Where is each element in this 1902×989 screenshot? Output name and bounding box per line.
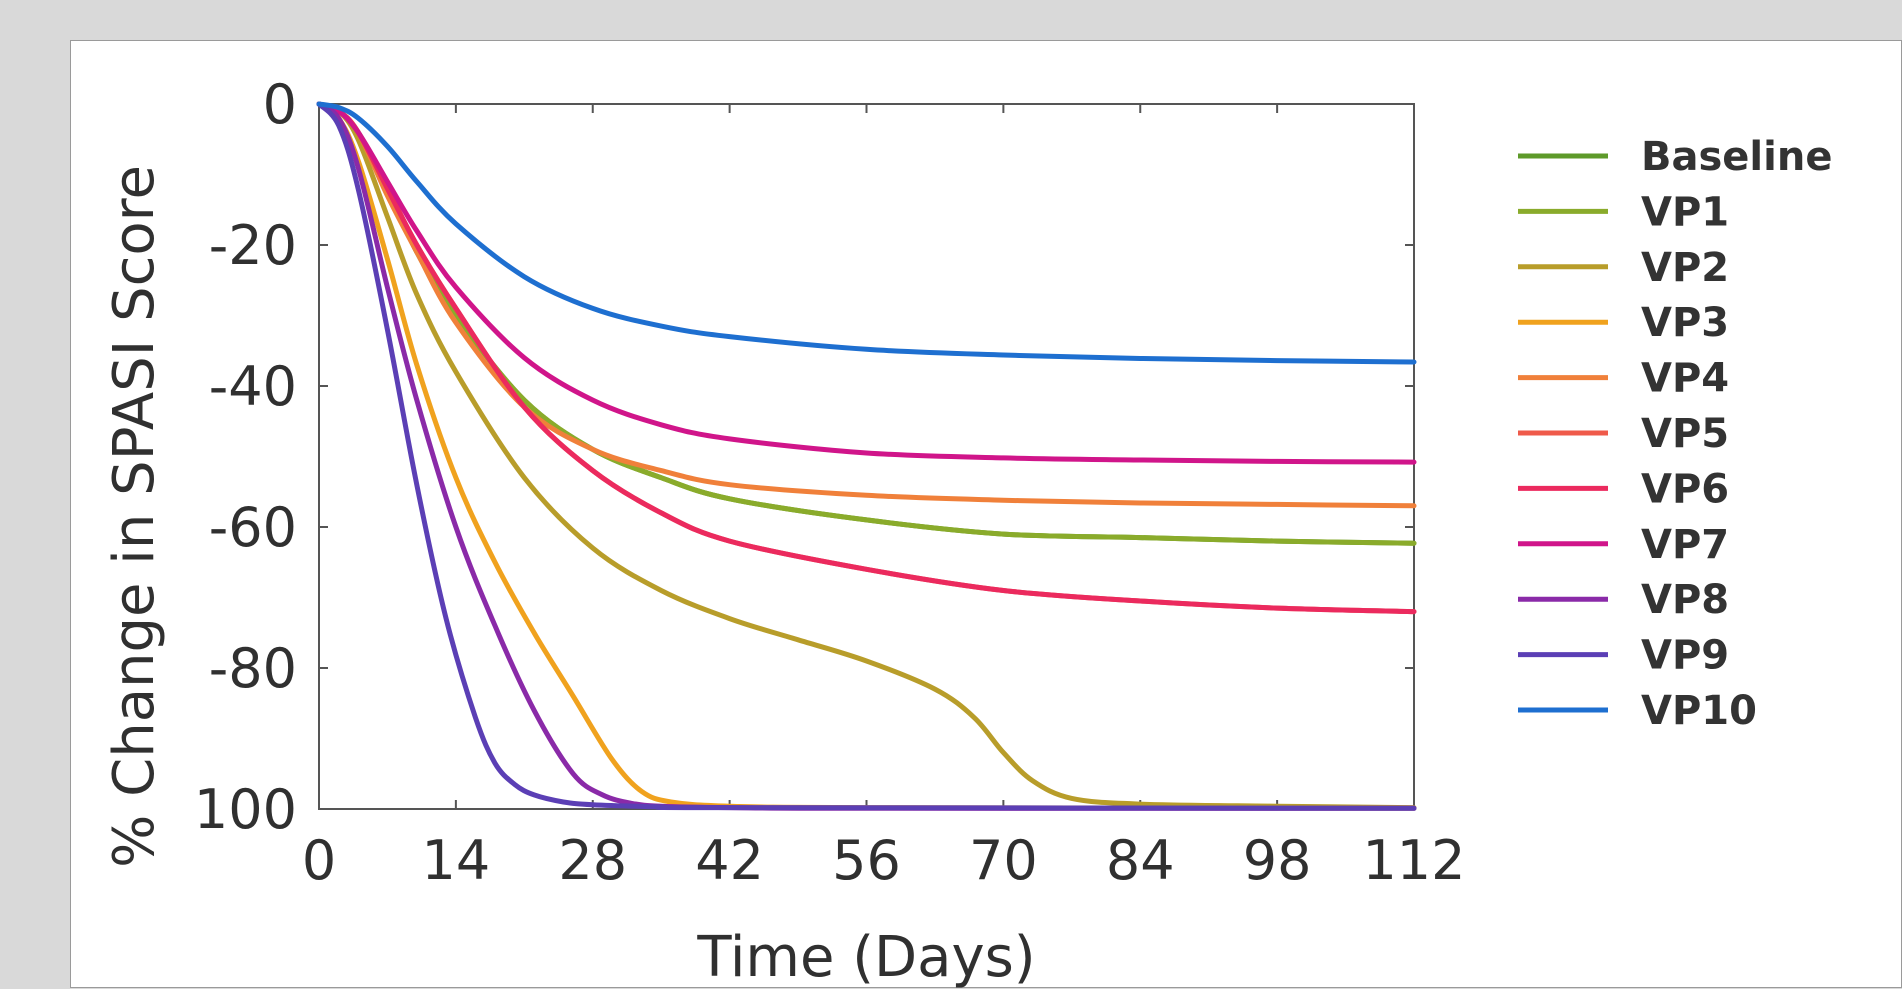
series-line-vp3 xyxy=(316,101,1417,811)
legend-label-vp9: VP9 xyxy=(1641,633,1729,679)
legend-label-vp10: VP10 xyxy=(1641,688,1757,734)
x-axis-title: Time (Days) xyxy=(696,925,1035,989)
legend-label-vp3: VP3 xyxy=(1641,300,1729,346)
legend-label-vp6: VP6 xyxy=(1641,466,1729,512)
x-tick-label: 70 xyxy=(969,829,1038,892)
legend-label-vp4: VP4 xyxy=(1641,356,1729,402)
series-line-vp10 xyxy=(316,101,1417,365)
x-tick-label: 84 xyxy=(1106,829,1175,892)
series-line-vp8 xyxy=(316,101,1417,811)
series-line-vp4 xyxy=(316,101,1417,509)
y-tick-labels: 0 -20 -40 -60 -80 100 xyxy=(194,73,297,841)
series-line-vp1 xyxy=(316,101,1417,546)
x-tick-label: 14 xyxy=(422,829,491,892)
y-tick-label: -60 xyxy=(209,496,297,559)
series-line-vp7 xyxy=(316,101,1417,465)
legend-label-vp5: VP5 xyxy=(1641,411,1729,457)
legend: Baseline VP1 VP2 VP3 VP4 VP5 VP6 VP7 VP8 VP9 VP10 xyxy=(1518,134,1832,734)
plot-frame xyxy=(318,103,1415,810)
x-tick-label: 98 xyxy=(1243,829,1312,892)
figure-panel: 0 14 28 42 56 70 84 98 112 0 -20 -40 -60 -80 100 Time… xyxy=(70,40,1902,989)
axis-ticks xyxy=(318,103,1415,810)
y-axis-title: % Change in SPASI Score xyxy=(102,165,167,868)
legend-label-vp1: VP1 xyxy=(1641,189,1729,235)
x-tick-label: 56 xyxy=(832,829,901,892)
series-line-vp6 xyxy=(316,101,1417,615)
x-tick-labels: 0 14 28 42 56 70 84 98 112 xyxy=(302,829,1466,892)
y-tick-label: -80 xyxy=(209,637,297,700)
x-tick-label: 112 xyxy=(1362,829,1465,892)
x-tick-label: 28 xyxy=(558,829,627,892)
series-line-vp9 xyxy=(316,101,1417,811)
line-chart: 0 14 28 42 56 70 84 98 112 0 -20 -40 -60 -80 100 Time… xyxy=(102,73,1832,989)
legend-label-baseline: Baseline xyxy=(1641,134,1832,180)
y-tick-label: 100 xyxy=(194,778,297,841)
y-tick-label: -40 xyxy=(209,355,297,418)
series-line-baseline xyxy=(316,101,1417,546)
y-tick-label: 0 xyxy=(263,73,297,136)
plot-area-frame xyxy=(318,103,1415,810)
legend-label-vp8: VP8 xyxy=(1641,577,1729,623)
legend-label-vp7: VP7 xyxy=(1641,522,1729,568)
series-lines xyxy=(316,101,1417,811)
x-tick-label: 42 xyxy=(695,829,764,892)
legend-label-vp2: VP2 xyxy=(1641,245,1729,291)
x-tick-label: 0 xyxy=(302,829,336,892)
series-line-vp2 xyxy=(316,101,1417,811)
y-tick-label: -20 xyxy=(209,214,297,277)
